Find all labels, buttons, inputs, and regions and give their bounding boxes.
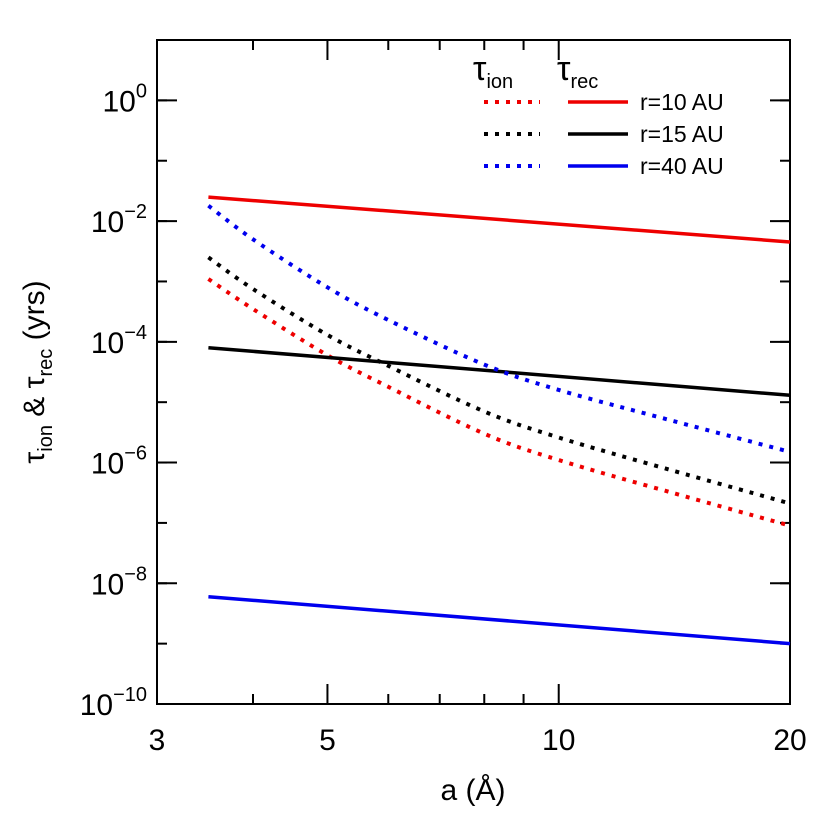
series-layer bbox=[207, 195, 791, 646]
series-line-rec-5 bbox=[208, 594, 791, 646]
legend: τion τrec r=10 AU r=15 AU r=40 AU bbox=[473, 50, 724, 179]
y-tick-label: 10−6 bbox=[91, 443, 147, 481]
y-axis-ticks: 100 10−2 10−4 10−6 10−8 10−10 bbox=[80, 80, 790, 722]
x-tick-label: 20 bbox=[773, 724, 806, 757]
x-tick-label: 10 bbox=[542, 724, 575, 757]
legend-label: r=15 AU bbox=[640, 121, 724, 147]
y-tick-label: 10−8 bbox=[91, 563, 147, 601]
series-line-ion-0 bbox=[207, 277, 791, 528]
series-line-ion-4 bbox=[207, 204, 791, 454]
x-tick-label: 3 bbox=[149, 724, 166, 757]
legend-label: r=40 AU bbox=[640, 153, 724, 179]
legend-col-rec: τrec bbox=[557, 50, 598, 93]
plot-frame bbox=[156, 39, 791, 705]
series-line-rec-1 bbox=[208, 195, 791, 244]
series-line-rec-3 bbox=[208, 345, 791, 398]
y-tick-label: 10−2 bbox=[91, 201, 147, 239]
legend-col-ion: τion bbox=[473, 50, 513, 93]
series-line-ion-2 bbox=[207, 255, 791, 506]
legend-rows: r=10 AU r=15 AU r=40 AU bbox=[484, 89, 724, 179]
legend-label: r=10 AU bbox=[640, 89, 724, 115]
x-axis-title: a (Å) bbox=[440, 774, 505, 807]
x-tick-label: 5 bbox=[319, 724, 336, 757]
y-axis-title: τion & τrec (yrs) bbox=[18, 280, 57, 463]
y-tick-label: 100 bbox=[103, 80, 148, 118]
x-axis-ticks: 3 5 10 20 bbox=[149, 40, 807, 757]
y-tick-label: 10−4 bbox=[91, 322, 147, 360]
y-tick-label: 10−10 bbox=[80, 684, 147, 722]
